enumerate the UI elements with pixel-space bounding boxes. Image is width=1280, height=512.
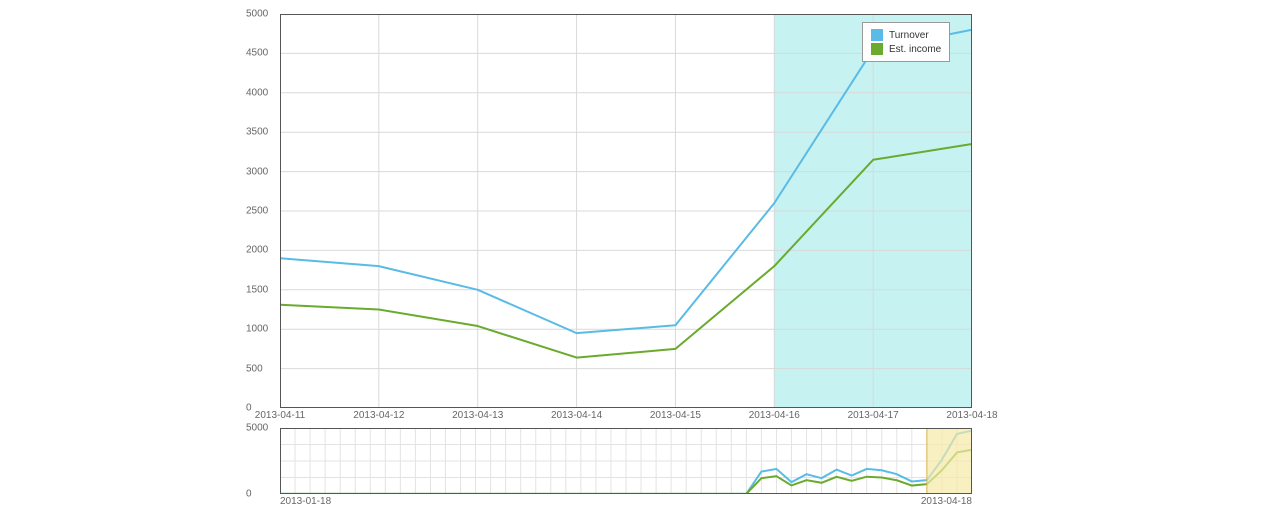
y-tick-label: 5000 <box>246 9 274 20</box>
legend-label: Turnover <box>889 30 929 41</box>
y-tick-label: 2500 <box>246 206 274 217</box>
y-tick-label: 4500 <box>246 48 274 59</box>
legend-label: Est. income <box>889 44 941 55</box>
legend: Turnover Est. income <box>862 22 950 62</box>
y-tick-label: 3500 <box>246 127 274 138</box>
x-tick-label: 2013-04-16 <box>749 410 800 421</box>
main-chart-plot <box>280 14 972 408</box>
x-axis-labels: 2013-04-112013-04-122013-04-132013-04-14… <box>280 408 972 426</box>
x-tick-label: 2013-04-13 <box>452 410 503 421</box>
legend-swatch <box>871 29 883 41</box>
overview-x-start: 2013-01-18 <box>280 496 331 507</box>
overview-selection[interactable] <box>927 428 972 494</box>
x-tick-label: 2013-04-14 <box>551 410 602 421</box>
overview-x-labels: 2013-01-18 2013-04-18 <box>280 494 972 508</box>
overview-chart-plot[interactable] <box>280 428 972 494</box>
overview-y-tick: 5000 <box>246 423 274 434</box>
legend-item: Est. income <box>871 43 941 55</box>
x-tick-label: 2013-04-11 <box>255 410 305 421</box>
y-tick-label: 4000 <box>246 87 274 98</box>
main-chart: 0500100015002000250030003500400045005000… <box>252 14 972 426</box>
overview-y-labels: 05000 <box>252 428 280 494</box>
y-tick-label: 500 <box>246 363 274 374</box>
overview-y-tick: 0 <box>246 489 274 500</box>
y-tick-label: 1500 <box>246 284 274 295</box>
overview-x-end: 2013-04-18 <box>921 496 972 507</box>
y-tick-label: 3000 <box>246 166 274 177</box>
legend-item: Turnover <box>871 29 941 41</box>
overview-chart[interactable]: 05000 2013-01-18 2013-04-18 <box>252 428 972 508</box>
x-tick-label: 2013-04-18 <box>946 410 997 421</box>
legend-swatch <box>871 43 883 55</box>
x-tick-label: 2013-04-15 <box>650 410 701 421</box>
y-tick-label: 1000 <box>246 324 274 335</box>
x-tick-label: 2013-04-17 <box>848 410 899 421</box>
y-axis-labels: 0500100015002000250030003500400045005000 <box>252 14 280 408</box>
y-tick-label: 2000 <box>246 245 274 256</box>
x-tick-label: 2013-04-12 <box>353 410 404 421</box>
